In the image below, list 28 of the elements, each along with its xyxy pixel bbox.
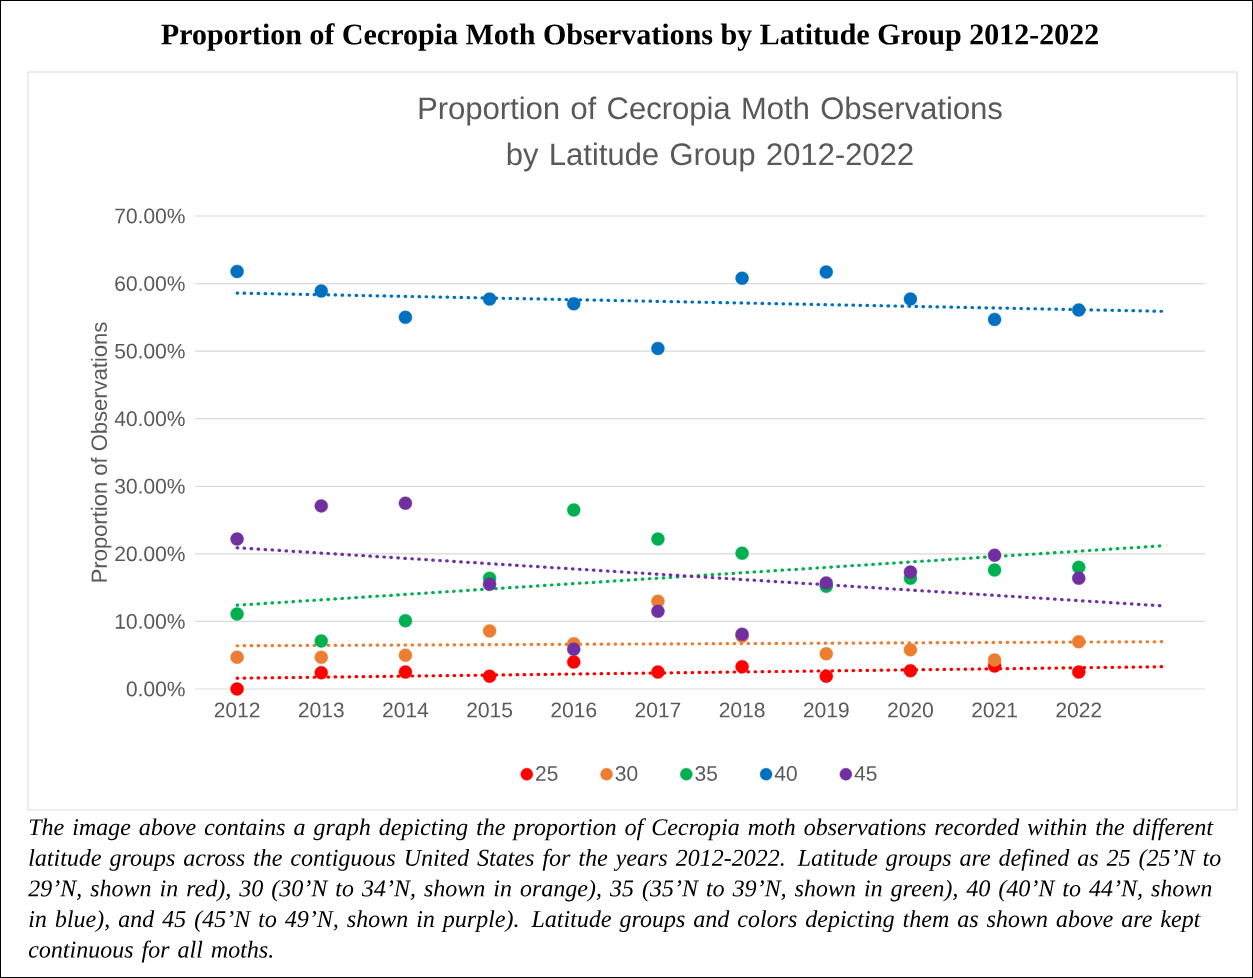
x-tick-label: 2012	[214, 702, 260, 718]
text: The image above contains a graph depicting the proportion of Cecropia moth observations recorded within the different latitude groups across the contiguous United States for the years 2012-2022. Latitude groups are defined as 25 (25’N to 29’N, shown in red), 30 (30’N to 34’N, shown in orange), 35 (35’N to 39’N, shown in green), 40 (40’N to 44’N, shown in blue), and 45 (45’N to 49’N, shown in purple). Latitude groups and colors depicting them as shown above are kept continuous for all moths.	[28, 818, 1221, 963]
y-tick-label: 40.00%	[114, 411, 185, 427]
x-tick-label: 2017	[635, 702, 681, 718]
legend-label: 25	[536, 766, 558, 781]
y-tick-label: 0.00%	[126, 681, 185, 697]
x-tick-label: 2022	[1056, 702, 1102, 718]
chart-title: Proportion of Cecropia Moth Observations by Latitude Group 2012-2022	[161, 23, 1098, 51]
x-tick-label: 2018	[719, 702, 765, 718]
x-tick-label: 2013	[298, 702, 344, 718]
legend-label: 30	[615, 766, 638, 781]
y-axis-title: Proportion of Observations	[90, 322, 112, 582]
legend-label: 45	[854, 766, 877, 781]
y-tick-label: 70.00%	[115, 208, 185, 224]
y-tick-label: 60.00%	[115, 276, 185, 292]
x-tick-label: 2019	[803, 702, 849, 718]
x-tick-label: 2016	[551, 702, 597, 718]
x-tick-label: 2015	[467, 702, 513, 718]
legend-label: 40	[774, 766, 797, 781]
legend-label: 35	[695, 766, 717, 781]
x-tick-label: 2014	[383, 702, 429, 718]
y-tick-label: 10.00%	[115, 613, 185, 629]
x-tick-label: 2021	[972, 702, 1017, 718]
y-tick-label: 30.00%	[115, 478, 185, 494]
chart-subtitle: Proportion of Cecropia Moth Observations by Latitude Group 2012-2022	[419, 96, 1002, 172]
y-tick-label: 20.00%	[115, 546, 185, 562]
x-tick-label: 2020	[888, 702, 933, 718]
y-tick-label: 50.00%	[115, 343, 185, 359]
